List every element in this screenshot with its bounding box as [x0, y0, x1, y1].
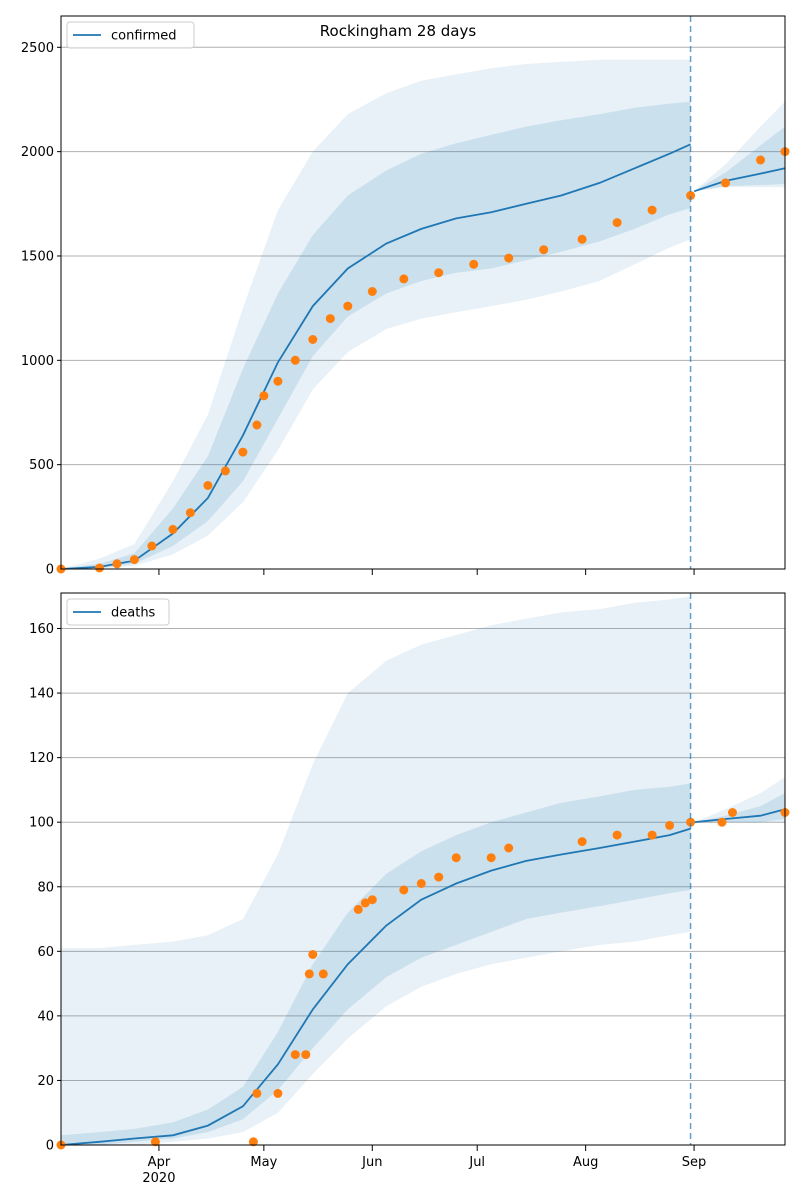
- legend-box: [66, 598, 170, 626]
- y-tick-label: 2500: [21, 41, 54, 56]
- observed-point: [353, 904, 363, 914]
- observed-point: [717, 817, 727, 827]
- legend-box: [66, 21, 195, 49]
- observed-point: [248, 1137, 258, 1147]
- y-tick-label: 140: [29, 687, 54, 702]
- observed-point: [308, 335, 318, 344]
- uncertainty-band: [694, 777, 785, 823]
- observed-point: [367, 287, 377, 296]
- observed-point: [238, 447, 248, 457]
- observed-point: [360, 898, 370, 908]
- uncertainty-band: [61, 59, 691, 570]
- y-tick-label: 80: [37, 880, 54, 895]
- model-median-line: [60, 827, 691, 1146]
- x-tick-label: Apr: [148, 1155, 171, 1170]
- y-tick-label: 160: [29, 622, 54, 637]
- observed-point: [150, 1137, 160, 1147]
- observed-point: [434, 268, 444, 278]
- plot-area: [61, 16, 785, 569]
- model-median-line: [694, 808, 786, 824]
- observed-point: [399, 885, 409, 895]
- observed-point: [647, 205, 657, 215]
- observed-point: [185, 508, 195, 518]
- observed-point: [647, 830, 657, 840]
- y-tick-label: 0: [46, 1139, 54, 1154]
- observed-point: [252, 1088, 262, 1098]
- observed-point: [399, 274, 409, 284]
- y-tick-label: 100: [29, 816, 54, 831]
- observed-point: [273, 1088, 283, 1098]
- legend-label: confirmed: [111, 29, 177, 44]
- observed-point: [273, 376, 283, 386]
- y-tick-label: 60: [37, 945, 54, 960]
- observed-point: [343, 301, 353, 311]
- observed-point: [252, 420, 262, 430]
- model-median-line: [693, 167, 786, 193]
- uncertainty-band: [694, 101, 785, 192]
- uncertainty-band: [61, 101, 691, 569]
- observed-point: [612, 830, 622, 840]
- y-tick-label: 2000: [21, 145, 54, 160]
- x-year-label: 2020: [142, 1171, 175, 1186]
- observed-point: [686, 817, 696, 827]
- observed-point: [451, 853, 461, 863]
- observed-point: [665, 820, 675, 830]
- axes-frame: [60, 15, 786, 570]
- observed-point: [721, 178, 730, 188]
- legend-label: deaths: [111, 606, 156, 621]
- observed-point: [504, 253, 514, 263]
- observed-point: [290, 355, 300, 365]
- y-tick-label: 40: [37, 1009, 54, 1024]
- x-tick-label: May: [250, 1155, 277, 1170]
- axes-frame: [60, 592, 786, 1146]
- observed-point: [756, 155, 765, 165]
- observed-point: [367, 895, 377, 905]
- observed-point: [304, 969, 314, 979]
- uncertainty-band: [61, 596, 691, 1145]
- observed-point: [612, 218, 622, 228]
- observed-point: [147, 541, 157, 551]
- observed-point: [203, 481, 213, 490]
- y-tick-label: 1000: [21, 354, 54, 369]
- observed-point: [259, 391, 269, 401]
- y-tick-label: 500: [29, 458, 54, 473]
- observed-point: [325, 314, 335, 324]
- x-tick-label: Jun: [361, 1155, 382, 1170]
- x-tick-label: Sep: [682, 1155, 707, 1170]
- deaths-panel: 0 20 40 60 80 100 120 140 160 Apr May Jun Jul Aug Sep 2…: [29, 592, 790, 1186]
- observed-point: [95, 563, 104, 573]
- observed-point: [112, 559, 122, 569]
- observed-point: [504, 843, 514, 853]
- observed-point: [318, 969, 328, 979]
- observed-point: [290, 1050, 300, 1060]
- observed-point: [728, 808, 737, 817]
- uncertainty-band: [694, 126, 785, 192]
- x-tick-label: Jul: [468, 1155, 485, 1170]
- confirmed-panel: 0 500 1000 1500 2000 2500 confirmed: [21, 15, 790, 578]
- observed-point: [416, 879, 426, 888]
- observed-point: [434, 872, 444, 882]
- observed-point: [168, 524, 178, 534]
- observed-point: [539, 245, 549, 255]
- observed-point: [577, 837, 587, 847]
- plot-area: [61, 593, 785, 1145]
- y-tick-label: 0: [46, 563, 54, 578]
- observed-point: [129, 555, 139, 565]
- uncertainty-band: [61, 783, 691, 1145]
- observed-point: [686, 191, 696, 200]
- y-tick-label: 1500: [21, 249, 54, 264]
- observed-point: [308, 950, 318, 959]
- y-tick-label: 120: [29, 751, 54, 766]
- observed-point: [486, 853, 496, 863]
- observed-point: [577, 234, 587, 244]
- observed-point: [469, 259, 479, 269]
- observed-point: [220, 466, 230, 476]
- observed-point: [301, 1050, 311, 1060]
- x-tick-label: Aug: [573, 1155, 598, 1170]
- y-tick-label: 20: [37, 1074, 54, 1089]
- chart-title: Rockingham 28 days: [320, 22, 477, 40]
